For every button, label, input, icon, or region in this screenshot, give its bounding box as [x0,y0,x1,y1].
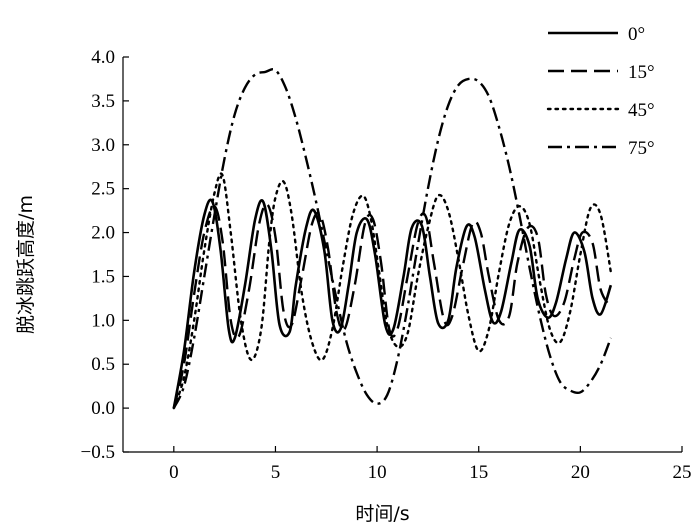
y-tick-label: 3.0 [91,135,115,156]
x-tick-label: 15 [469,462,488,483]
y-tick-label: 1.0 [91,310,115,331]
series-line-0 [172,198,613,409]
y-tick-label: 0.0 [91,398,115,419]
legend-label-1: 15° [628,62,655,83]
y-axis-label: 脱冰跳跃高度/m [15,195,37,334]
y-tick-label: 0.5 [91,354,115,375]
y-tick-label: 3.5 [91,91,115,112]
series-line-1 [172,202,612,409]
x-axis-label: 时间/s [355,503,409,525]
y-tick-label: 2.5 [91,179,115,200]
legend: 0° 15° 45° 75° [546,24,655,159]
x-tick-label: 20 [571,462,590,483]
axes: −0.5 0.0 0.5 1.0 1.5 2.0 2.5 3.0 3.5 4.0 0 5 10 15 20 2… [81,47,692,483]
x-tick-label: 10 [368,462,387,483]
y-tick-label: −0.5 [81,442,115,463]
series-layer [172,68,613,410]
legend-label-0: 0° [628,24,645,45]
x-tick-label: 0 [169,462,179,483]
y-tick-label: 1.5 [91,266,115,287]
x-tick-label: 25 [673,462,692,483]
y-tick-label: 4.0 [91,47,115,68]
x-tick-label: 5 [271,462,281,483]
series-line-2 [172,172,613,410]
legend-label-2: 45° [628,100,655,121]
y-tick-label: 2.0 [91,223,115,244]
legend-label-3: 75° [628,138,655,159]
series-line-3 [172,68,612,409]
